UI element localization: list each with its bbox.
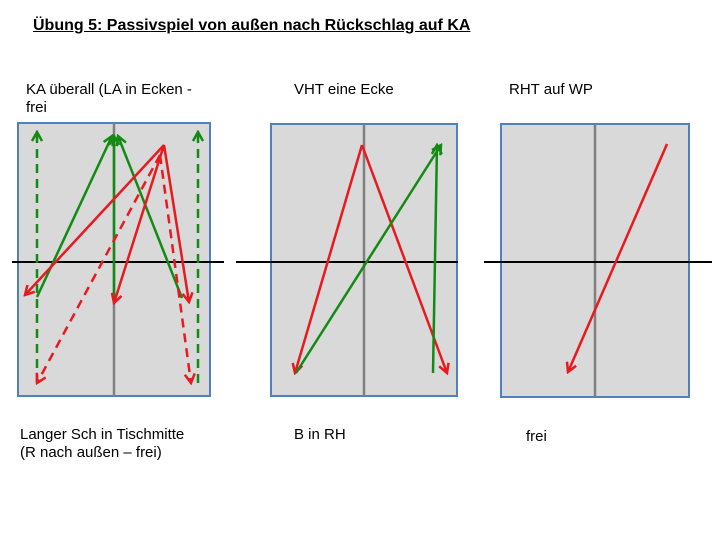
panel1-arrow-red-dashed-right [158, 154, 191, 383]
panel3-arrow-red [568, 143, 669, 372]
panel1-bottom-label: Langer Sch in Tischmitte (R nach außen –… [20, 426, 184, 462]
panel2-arrow-green-vertical [433, 145, 437, 374]
panel1-top-line1: KA überall (LA in Ecken - [26, 81, 192, 98]
panel1-arrow-red-right [162, 144, 189, 302]
panel2-top-label: VHT eine Ecke [294, 81, 394, 99]
panel2-bottom-line1: B in RH [294, 426, 346, 443]
panel2-arrow-red-left [295, 144, 364, 373]
panel1-table [12, 122, 224, 397]
panel2-arrows [295, 145, 447, 373]
panel1-arrow-red-dashed-left [37, 154, 162, 383]
panel2-bottom-label: B in RH [294, 426, 346, 444]
panel3-arrows [568, 143, 669, 372]
panel3-bottom-label: frei [526, 428, 547, 446]
panel1-arrows [25, 132, 198, 383]
panel2-arrow-green-diagonal [294, 145, 441, 374]
panel3-bottom-line1: frei [526, 428, 547, 445]
panel2-table [236, 123, 458, 397]
panel3-top-label: RHT auf WP [509, 81, 593, 99]
panel1-arrow-red-center [114, 144, 166, 303]
panel1-bottom-line1: Langer Sch in Tischmitte [20, 426, 185, 443]
panel2-top-line1: VHT eine Ecke [294, 81, 394, 98]
panel1-top-label: KA überall (LA in Ecken - frei [26, 81, 192, 117]
page-title: Übung 5: Passivspiel von außen nach Rück… [33, 17, 471, 34]
panel1-top-line2: frei [26, 99, 47, 116]
panel1-bottom-line2: (R nach außen – frei) [20, 444, 162, 461]
panel3-top-line1: RHT auf WP [509, 81, 593, 98]
panel1-arrow-red-left [25, 144, 165, 295]
panel1-arrow-green-right [118, 136, 184, 299]
panel3-table [484, 123, 712, 398]
